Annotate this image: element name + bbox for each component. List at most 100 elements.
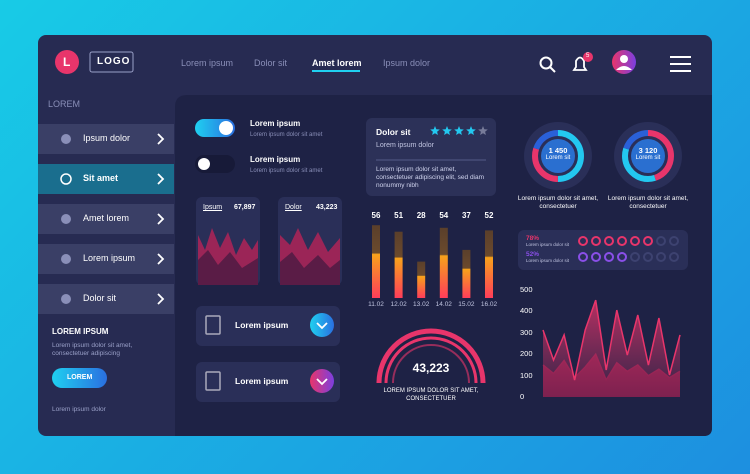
bar-value: 37	[461, 211, 471, 220]
item-icon	[61, 254, 71, 264]
list-card[interactable]	[196, 362, 340, 402]
progress-card	[518, 230, 688, 270]
logo-letter: L	[63, 55, 71, 69]
chevron	[157, 213, 165, 225]
menu-icon[interactable]	[670, 56, 691, 72]
sidebar-footer-text: Lorem ipsum dolor sit amet, consectetuer…	[52, 342, 133, 358]
progress-dot	[591, 252, 601, 262]
bar-label: 12.02	[390, 301, 407, 308]
donut-ring	[622, 130, 674, 182]
donut-caption: Lorem ipsum dolor sit amet, consectetuer	[517, 195, 599, 211]
review-title: Dolor sit	[376, 127, 411, 137]
bar-label: 11.02	[368, 301, 384, 308]
gauge-caption: LOREM IPSUM DOLOR SIT AMET, CONSECTETUER	[383, 388, 479, 402]
bar-value: 51	[394, 211, 404, 220]
review-card	[366, 118, 496, 196]
progress-dot	[643, 236, 653, 246]
bar	[394, 231, 403, 298]
bar	[462, 249, 471, 298]
review-subtitle: Lorem ipsum dolor	[376, 142, 434, 149]
sidebar-heading: LOREM	[48, 99, 81, 109]
star	[430, 126, 440, 135]
sidebar-item[interactable]	[38, 204, 174, 234]
y-tick-label: 300	[520, 327, 533, 337]
sidebar-item[interactable]	[38, 244, 174, 274]
mini-label: Ipsum	[203, 204, 223, 211]
doc-icon	[205, 371, 221, 391]
progress-dot	[617, 252, 627, 262]
y-tick-label: 400	[520, 306, 533, 316]
logo-text: LOGO	[97, 56, 131, 67]
progress-dot	[591, 236, 601, 246]
donut-ring	[622, 130, 674, 182]
avatar-head	[620, 55, 628, 63]
bar-label: 16.02	[480, 301, 498, 308]
bar-label: 13.02	[413, 301, 430, 308]
y-tick-label: 0	[520, 392, 525, 401]
star	[454, 126, 464, 135]
badge-count: 5	[586, 53, 590, 59]
logo-mark	[55, 50, 79, 74]
sidebar-label: Amet lorem	[83, 213, 130, 223]
bar-value: 56	[371, 211, 381, 220]
y-tick-label: 100	[520, 370, 533, 380]
sidebar-footer-note: Lorem ipsum dolor	[52, 406, 106, 413]
button-label: LOREM	[67, 374, 93, 381]
progress-dot	[604, 236, 614, 246]
nav-link[interactable]: Amet lorem	[312, 58, 362, 68]
progress-dot	[643, 252, 653, 262]
chevron	[157, 253, 165, 265]
chevron	[157, 293, 165, 305]
donut-value: 1 450	[548, 146, 568, 155]
mini-value: 67,897	[234, 204, 256, 211]
donut-core	[541, 139, 575, 173]
donut-ring	[532, 130, 584, 182]
logo-box	[89, 51, 134, 73]
bell-icon[interactable]	[572, 56, 588, 71]
y-tick-label: 200	[520, 349, 533, 359]
expand-button[interactable]	[310, 369, 334, 393]
donut-label: Lorem sit	[635, 155, 661, 161]
nav-link[interactable]: Ipsum dolor	[383, 58, 431, 68]
search-icon[interactable]	[539, 56, 553, 70]
nav-link[interactable]: Dolor sit	[254, 58, 288, 68]
progress-dot	[617, 236, 627, 246]
nav-link[interactable]: Lorem ipsum	[181, 58, 234, 68]
sidebar-item[interactable]	[38, 284, 174, 314]
bar-label: 15.02	[458, 301, 475, 308]
progress-dot	[669, 252, 679, 262]
y-tick-label: 500	[520, 285, 533, 294]
line	[542, 299, 681, 381]
donut-ring	[532, 130, 584, 182]
toggle-knob	[198, 158, 210, 170]
list-card[interactable]	[196, 306, 340, 346]
toggle-title: Lorem ipsum	[250, 119, 301, 128]
avatar-body	[616, 66, 632, 70]
progress-dot	[578, 252, 588, 262]
area	[543, 300, 680, 397]
list-label: Lorem ipsum	[235, 320, 289, 330]
sidebar-footer-title: LOREM IPSUM	[52, 327, 109, 336]
sidebar-label: Ipsum dolor	[83, 133, 131, 143]
item-icon	[61, 134, 71, 144]
sidebar-label: Sit amet	[83, 173, 119, 183]
sidebar-item[interactable]	[38, 124, 174, 154]
star	[478, 126, 488, 135]
chevron	[316, 322, 328, 330]
progress-label: 52%	[526, 251, 540, 258]
sidebar-label: Lorem ipsum	[83, 253, 136, 263]
toggle-text: Lorem ipsum dolor sit amet	[250, 132, 323, 138]
sidebar-button[interactable]	[52, 368, 107, 388]
progress-dot	[656, 252, 666, 262]
mini-area	[280, 252, 340, 285]
bar-label: 14.02	[435, 301, 452, 308]
item-icon	[60, 173, 72, 185]
mini-area	[198, 250, 258, 285]
progress-dot	[656, 236, 666, 246]
donut-core	[631, 139, 665, 173]
bar	[417, 261, 426, 298]
progress-dot	[630, 236, 640, 246]
toggle-text: Lorem ipsum dolor sit amet	[250, 168, 323, 174]
expand-button[interactable]	[310, 313, 334, 337]
